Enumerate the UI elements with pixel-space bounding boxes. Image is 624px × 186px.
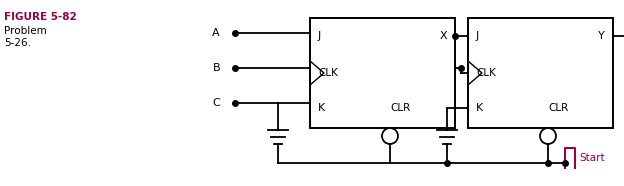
Text: K: K <box>318 103 325 113</box>
Text: CLK: CLK <box>318 68 338 78</box>
Text: X: X <box>439 31 447 41</box>
Text: Y: Y <box>598 31 605 41</box>
Text: Problem
5-26.: Problem 5-26. <box>4 26 47 48</box>
Text: CLR: CLR <box>548 103 568 113</box>
Text: CLK: CLK <box>476 68 496 78</box>
Text: A: A <box>212 28 220 38</box>
Text: J: J <box>318 31 321 41</box>
Text: FIGURE 5-82: FIGURE 5-82 <box>4 12 77 22</box>
Text: Start: Start <box>579 153 605 163</box>
Text: K: K <box>476 103 483 113</box>
Bar <box>310 18 455 128</box>
Text: J: J <box>476 31 479 41</box>
Text: C: C <box>212 98 220 108</box>
Text: CLR: CLR <box>390 103 410 113</box>
Bar <box>468 18 613 128</box>
Text: B: B <box>212 63 220 73</box>
